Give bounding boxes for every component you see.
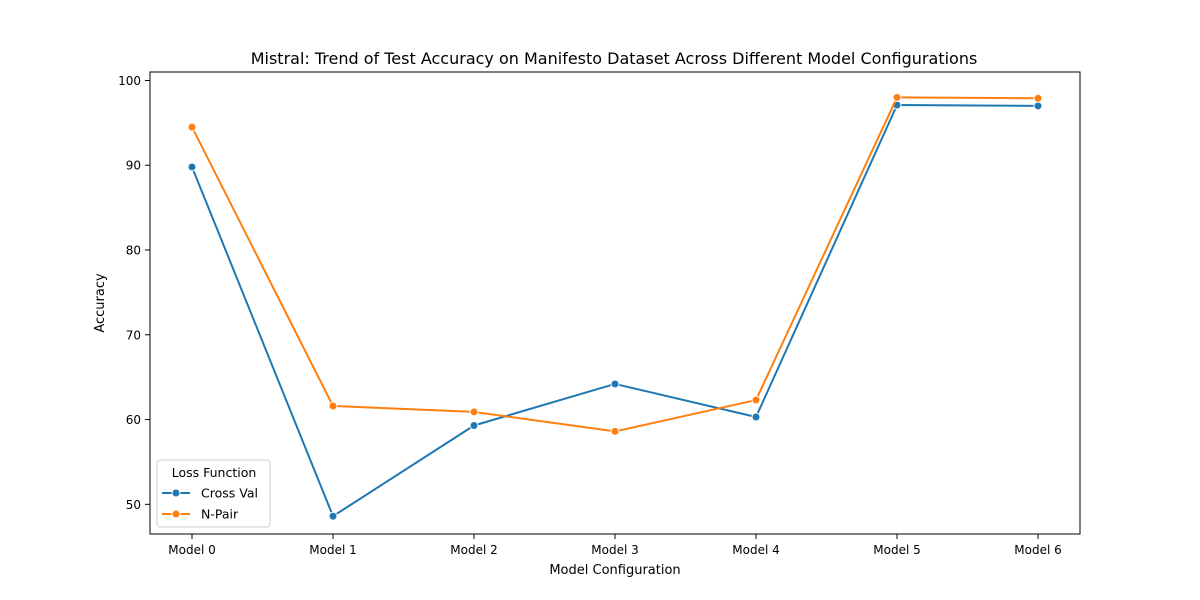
y-tick-label: 70 — [126, 328, 141, 342]
series-layer — [187, 92, 1043, 521]
legend-box — [156, 459, 271, 528]
data-point — [610, 426, 620, 436]
data-point — [187, 122, 197, 132]
y-axis: 50 60 70 80 90 100 — [118, 74, 150, 512]
x-tick-label: Model 2 — [450, 543, 497, 557]
data-point — [328, 401, 338, 411]
data-point — [751, 395, 761, 405]
x-tick-label: Model 0 — [168, 543, 215, 557]
data-point — [1033, 93, 1043, 103]
y-axis-label: Accuracy — [93, 273, 108, 333]
x-tick-label: Model 6 — [1014, 543, 1061, 557]
data-point — [1033, 101, 1043, 111]
x-axis-label: Model Configuration — [549, 563, 680, 578]
plot-area — [149, 71, 1081, 535]
y-tick-label: 90 — [126, 159, 141, 173]
y-tick-label: 50 — [126, 498, 141, 512]
legend-label: N-Pair — [201, 507, 239, 522]
data-point — [751, 412, 761, 422]
data-point — [469, 420, 479, 430]
legend-label: Cross Val — [201, 486, 258, 501]
x-tick-label: Model 4 — [732, 543, 779, 557]
data-point — [892, 92, 902, 102]
y-tick-label: 60 — [126, 413, 141, 427]
legend-title: Loss Function — [172, 465, 257, 480]
x-tick-label: Model 3 — [591, 543, 638, 557]
x-tick-label: Model 5 — [873, 543, 920, 557]
data-point — [610, 379, 620, 389]
y-tick-label: 80 — [126, 244, 141, 258]
data-point — [469, 407, 479, 417]
x-axis: Model 0 Model 1 Model 2 Model 3 Model 4 Model… — [168, 534, 1062, 557]
data-point — [187, 162, 197, 172]
x-tick-label: Model 1 — [309, 543, 356, 557]
chart-title: Mistral: Trend of Test Accuracy on Manif… — [251, 49, 978, 68]
y-tick-label: 100 — [118, 74, 141, 88]
data-point — [328, 511, 338, 521]
legend: Loss Function Cross Val N-Pair — [156, 459, 271, 528]
legend-marker — [171, 488, 181, 498]
series-line — [191, 104, 1039, 518]
legend-marker — [171, 509, 181, 519]
